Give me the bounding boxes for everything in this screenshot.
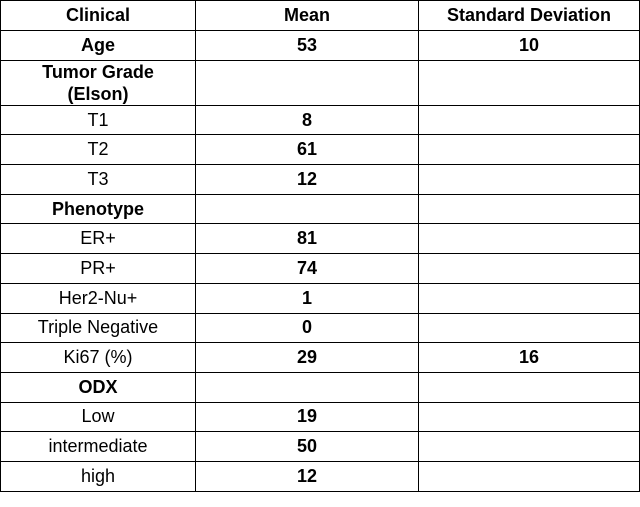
sd-cell <box>418 312 640 344</box>
mean-cell: 61 <box>195 134 419 166</box>
table-row: Tumor Grade (Elson) <box>0 59 640 106</box>
sd-cell: 16 <box>418 342 640 373</box>
table-row: PR+ 74 <box>0 253 640 284</box>
row-label-cell: T2 <box>0 134 196 166</box>
mean-value: 50 <box>296 436 318 457</box>
row-label: intermediate <box>48 436 148 457</box>
mean-cell: 29 <box>195 342 419 373</box>
mean-cell: 74 <box>195 253 419 284</box>
sd-cell <box>418 104 640 136</box>
mean-value: 12 <box>296 465 318 486</box>
sd-cell: 10 <box>418 30 640 61</box>
mean-cell: 53 <box>195 30 419 61</box>
mean-cell: 12 <box>195 164 419 195</box>
table-row: Age 53 10 <box>0 30 640 61</box>
row-label: T2 <box>87 139 109 160</box>
row-label: high <box>80 465 116 486</box>
row-label: Her2-Nu+ <box>58 287 138 308</box>
header-row: Clinical Mean Standard Deviation <box>0 0 640 31</box>
row-label: ER+ <box>80 228 116 249</box>
mean-cell: 81 <box>195 223 419 255</box>
column-header: Mean <box>195 0 419 31</box>
row-label: Triple Negative <box>37 317 159 338</box>
mean-value: 29 <box>296 347 318 368</box>
sd-cell <box>418 193 640 225</box>
table-row: T3 12 <box>0 164 640 195</box>
table-row: T1 8 <box>0 104 640 136</box>
table-row: ER+ 81 <box>0 223 640 255</box>
mean-cell <box>195 193 419 225</box>
table-row: Low 19 <box>0 401 640 433</box>
table-row: high 12 <box>0 460 640 492</box>
row-label-cell: ODX <box>0 371 196 403</box>
table-row: Phenotype <box>0 193 640 225</box>
row-label-cell: Low <box>0 401 196 433</box>
row-label: Low <box>81 406 115 427</box>
row-label-cell: T3 <box>0 164 196 195</box>
sd-cell <box>418 431 640 462</box>
sd-value: 10 <box>518 34 540 55</box>
table-row: Triple Negative 0 <box>0 312 640 344</box>
mean-cell: 12 <box>195 460 419 492</box>
mean-value: 74 <box>296 257 318 278</box>
row-label: Age <box>80 35 115 56</box>
table-row: ODX <box>0 371 640 403</box>
sd-cell <box>418 460 640 492</box>
row-label-cell: Her2-Nu+ <box>0 282 196 314</box>
mean-cell: 19 <box>195 401 419 433</box>
mean-value: 19 <box>296 406 318 427</box>
mean-cell: 1 <box>195 282 419 314</box>
row-label-cell: Tumor Grade (Elson) <box>0 59 196 106</box>
sd-cell <box>418 223 640 255</box>
row-label-cell: Triple Negative <box>0 312 196 344</box>
row-label-cell: Phenotype <box>0 193 196 225</box>
column-header: Clinical <box>0 0 196 31</box>
table-row: intermediate 50 <box>0 431 640 462</box>
row-label-cell: intermediate <box>0 431 196 462</box>
mean-cell: 0 <box>195 312 419 344</box>
mean-value: 1 <box>301 287 312 308</box>
row-label-cell: PR+ <box>0 253 196 284</box>
row-label: T3 <box>87 168 109 189</box>
sd-cell <box>418 282 640 314</box>
mean-cell <box>195 59 419 106</box>
sd-cell <box>418 371 640 403</box>
mean-value: 81 <box>296 228 318 249</box>
mean-value: 12 <box>296 168 318 189</box>
table-body: Age 53 10 Tumor Grade (Elson) T1 8 T2 61 T3 12 Phe… <box>0 30 640 492</box>
column-header: Standard Deviation <box>418 0 640 31</box>
sd-cell <box>418 164 640 195</box>
row-label-cell: Ki67 (%) <box>0 342 196 373</box>
row-label-cell: T1 <box>0 104 196 136</box>
table-row: Her2-Nu+ 1 <box>0 282 640 314</box>
sd-cell <box>418 59 640 106</box>
row-label-cell: high <box>0 460 196 492</box>
mean-cell: 50 <box>195 431 419 462</box>
sd-value: 16 <box>518 347 540 368</box>
row-label-cell: Age <box>0 30 196 61</box>
table-row: T2 61 <box>0 134 640 166</box>
mean-value: 0 <box>301 317 312 338</box>
mean-value: 53 <box>296 34 318 55</box>
row-label-cell: ER+ <box>0 223 196 255</box>
row-label: Ki67 (%) <box>63 347 133 368</box>
row-label: T1 <box>87 109 109 130</box>
sd-cell <box>418 253 640 284</box>
row-label: ODX <box>78 377 118 398</box>
mean-value: 8 <box>301 109 312 130</box>
mean-value: 61 <box>296 139 318 160</box>
table-row: Ki67 (%) 29 16 <box>0 342 640 373</box>
row-label: PR+ <box>80 257 116 278</box>
sd-cell <box>418 134 640 166</box>
row-label: Phenotype <box>51 199 144 220</box>
data-table: Clinical Mean Standard Deviation Age 53 10 Tu… <box>0 0 640 492</box>
row-label: Tumor Grade (Elson) <box>42 61 154 104</box>
mean-cell <box>195 371 419 403</box>
mean-cell: 8 <box>195 104 419 136</box>
sd-cell <box>418 401 640 433</box>
